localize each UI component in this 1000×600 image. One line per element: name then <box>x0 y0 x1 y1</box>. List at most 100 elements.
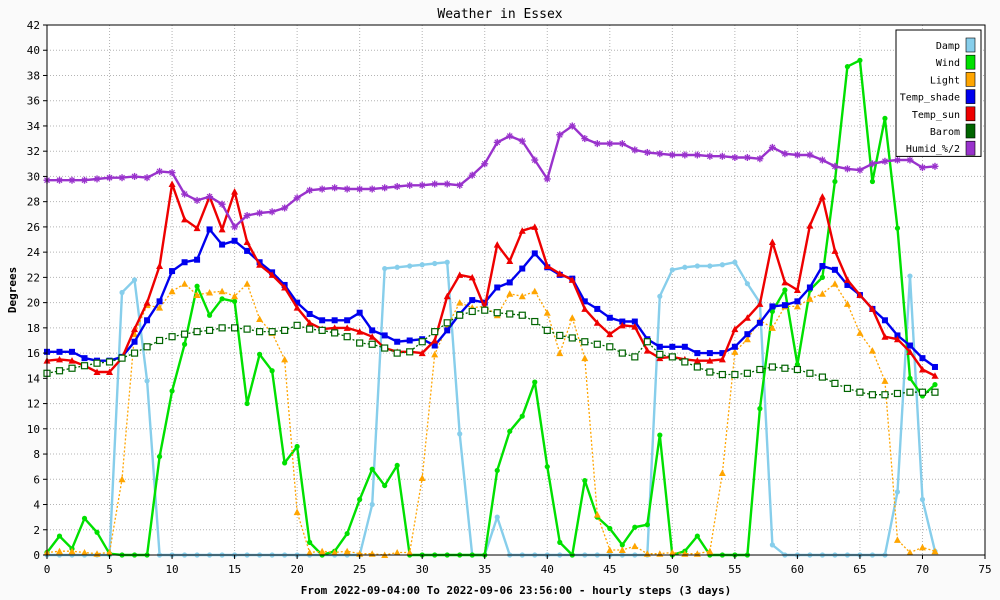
data-point <box>706 547 714 555</box>
data-point <box>694 263 700 269</box>
data-point <box>768 363 776 371</box>
data-point <box>556 331 564 340</box>
data-point <box>644 522 650 528</box>
data-point <box>168 169 176 177</box>
data-point <box>381 332 388 339</box>
data-point <box>868 391 877 399</box>
data-point <box>231 223 239 231</box>
data-point <box>431 336 439 344</box>
data-point <box>118 475 126 483</box>
data-point <box>856 329 864 336</box>
y-tick-label: 4 <box>33 499 40 512</box>
data-point <box>693 151 701 159</box>
data-point <box>531 223 539 230</box>
data-point <box>431 342 438 349</box>
data-point <box>93 175 101 183</box>
data-point <box>743 154 751 161</box>
data-point <box>932 382 938 388</box>
legend-label: Wind <box>936 58 960 69</box>
data-point <box>656 150 664 158</box>
data-point <box>881 317 888 324</box>
data-point <box>306 186 314 194</box>
data-point <box>244 400 250 407</box>
data-point <box>657 293 663 299</box>
data-point <box>568 334 576 342</box>
legend-item-temp-shade: Temp_shade <box>900 89 976 104</box>
data-point <box>556 131 564 139</box>
y-tick-label: 26 <box>27 221 40 234</box>
data-point <box>431 350 439 358</box>
data-point <box>656 343 663 350</box>
data-point <box>56 348 63 355</box>
data-point <box>494 284 501 291</box>
data-point <box>557 539 563 545</box>
data-point <box>106 368 114 376</box>
data-point <box>756 155 764 163</box>
legend-item-humid-2: Humid_%/2 <box>906 140 976 156</box>
data-point <box>205 326 214 334</box>
plot-background <box>47 25 985 555</box>
x-tick-label: 50 <box>666 563 679 576</box>
data-point <box>81 515 88 522</box>
data-point <box>406 548 414 556</box>
data-point <box>306 319 314 326</box>
data-point <box>231 324 239 332</box>
data-point <box>568 314 576 321</box>
data-point <box>468 273 476 281</box>
data-point <box>432 260 438 267</box>
data-point <box>256 315 264 323</box>
data-point <box>744 281 750 287</box>
legend: Damp Wind Light Temp_shade Temp_sun Barom Humi… <box>895 29 982 157</box>
y-tick-label: 14 <box>27 372 41 385</box>
data-point <box>606 343 614 351</box>
data-point <box>331 548 339 556</box>
data-point <box>419 262 425 268</box>
data-point <box>106 548 114 556</box>
data-point <box>243 325 251 333</box>
data-point <box>919 355 926 362</box>
data-point <box>794 361 801 368</box>
y-tick-label: 42 <box>27 19 40 32</box>
data-point <box>818 373 827 381</box>
data-point <box>356 309 363 316</box>
x-tick-label: 15 <box>228 563 241 576</box>
data-point <box>593 340 601 348</box>
data-point <box>843 276 851 283</box>
data-point <box>494 467 500 474</box>
data-point <box>356 328 364 335</box>
legend-label: Damp <box>936 41 960 52</box>
data-point <box>581 338 589 346</box>
data-point <box>518 292 526 300</box>
data-point <box>931 372 939 379</box>
data-point <box>731 154 739 161</box>
data-point <box>631 353 639 361</box>
data-point <box>669 267 675 273</box>
data-point <box>543 309 551 316</box>
data-point <box>506 290 514 297</box>
x-tick-label: 10 <box>165 563 178 576</box>
data-point <box>643 338 651 346</box>
data-point <box>181 215 189 223</box>
data-point <box>343 333 351 341</box>
data-point <box>743 314 751 321</box>
data-point <box>156 167 164 175</box>
data-point <box>80 362 89 370</box>
data-point <box>506 132 514 140</box>
data-point <box>156 453 163 460</box>
y-tick-label: 34 <box>27 120 41 133</box>
data-point <box>843 165 851 173</box>
data-point <box>881 377 889 384</box>
data-point <box>181 190 189 198</box>
data-point <box>668 151 676 159</box>
data-point <box>369 466 375 472</box>
data-point <box>694 533 700 539</box>
data-point <box>156 262 164 270</box>
data-point <box>456 181 464 189</box>
data-point <box>681 151 689 159</box>
data-point <box>894 332 901 339</box>
data-point <box>331 184 339 192</box>
y-tick-label: 6 <box>33 473 40 486</box>
data-point <box>118 354 126 362</box>
data-point <box>257 351 263 357</box>
